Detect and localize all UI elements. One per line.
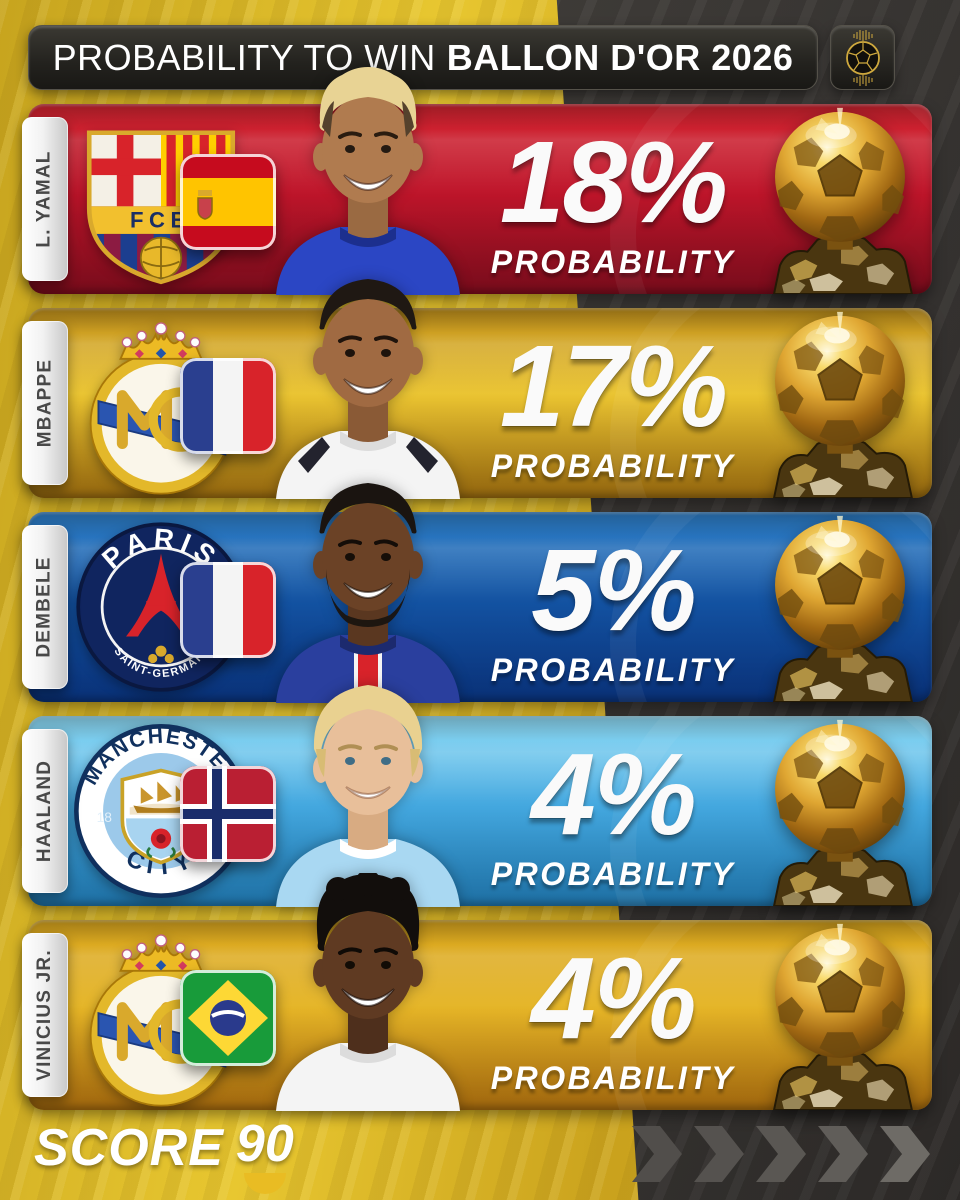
header-banner: PROBABILITY TO WIN BALLON D'OR 2026	[28, 25, 818, 90]
chevron-right-icon	[756, 1126, 806, 1182]
probability-block: 5% PROBABILITY	[460, 512, 766, 708]
probability-label: PROBABILITY	[490, 855, 736, 892]
chevron-right-icon	[694, 1126, 744, 1182]
player-row: VINICIUS JR. 4% PROBABILITY	[22, 873, 934, 1111]
brand-text: SCORE	[34, 1119, 224, 1177]
probability-block: 4% PROBABILITY	[460, 920, 766, 1116]
probability-block: 17% PROBABILITY	[460, 308, 766, 504]
player-photo	[276, 67, 460, 295]
probability-percent: 4%	[531, 729, 697, 860]
ballon-dor-trophy-icon	[746, 102, 934, 294]
crest-band-text: FCB	[130, 208, 192, 233]
player-name-label: MBAPPE	[34, 358, 55, 448]
chevron-arrows	[632, 1126, 930, 1182]
probability-label: PROBABILITY	[490, 1059, 736, 1096]
player-name-pill: HAALAND	[22, 729, 68, 893]
probability-block: 18% PROBABILITY	[460, 104, 766, 300]
brand-logo: SCORE 90	[34, 1118, 294, 1194]
ballon-dor-trophy-icon	[746, 510, 934, 702]
player-row: HAALAND MANCHESTER CITY 18	[22, 685, 934, 907]
crest-year-text: 18	[97, 810, 113, 825]
france-flag-icon	[180, 562, 276, 658]
spain-flag-icon	[180, 154, 276, 250]
brand-number: 90	[235, 1115, 294, 1173]
ballon-dor-logo-box	[830, 25, 895, 90]
player-name-label: HAALAND	[34, 759, 55, 863]
player-name-pill: VINICIUS JR.	[22, 933, 68, 1097]
player-name-label: VINICIUS JR.	[34, 949, 55, 1081]
player-name-pill: MBAPPE	[22, 321, 68, 485]
probability-percent: 4%	[531, 933, 697, 1064]
player-row: MBAPPE 17% PROBABILITY	[22, 279, 934, 499]
player-photo	[276, 685, 460, 907]
ballon-dor-trophy-icon	[746, 918, 934, 1110]
probability-label: PROBABILITY	[490, 447, 736, 484]
ballon-dor-icon	[845, 29, 880, 86]
brand-half-disc	[243, 1173, 286, 1194]
probability-percent: 17%	[499, 321, 728, 452]
player-name-pill: L. YAMAL	[22, 117, 68, 281]
france-flag-icon	[180, 358, 276, 454]
player-row: L. YAMAL FCB	[22, 67, 934, 295]
probability-label: PROBABILITY	[490, 243, 736, 280]
chevron-right-icon	[880, 1126, 930, 1182]
player-photo	[276, 279, 460, 499]
brazil-flag-icon	[180, 970, 276, 1066]
player-name-label: L. YAMAL	[34, 150, 56, 248]
player-row: DEMBELE PARIS SAINT-GERMAIN	[22, 483, 934, 703]
brand-number-block: 90	[236, 1118, 294, 1194]
player-name-pill: DEMBELE	[22, 525, 68, 689]
player-photo	[276, 483, 460, 703]
probability-block: 4% PROBABILITY	[460, 716, 766, 912]
chevron-right-icon	[818, 1126, 868, 1182]
probability-percent: 5%	[531, 525, 697, 656]
player-name-label: DEMBELE	[34, 556, 56, 658]
player-photo	[276, 873, 460, 1111]
chevron-right-icon	[632, 1126, 682, 1182]
probability-percent: 18%	[499, 117, 728, 248]
ballon-dor-trophy-icon	[746, 714, 934, 906]
norway-flag-icon	[180, 766, 276, 862]
probability-label: PROBABILITY	[490, 651, 736, 688]
header-title-bold: BALLON D'OR 2026	[446, 36, 794, 78]
ballon-dor-trophy-icon	[746, 306, 934, 498]
